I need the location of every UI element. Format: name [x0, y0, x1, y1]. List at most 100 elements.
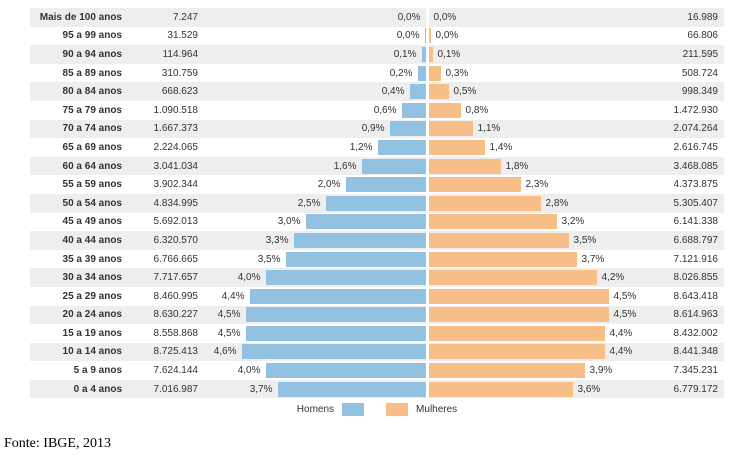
- women-percent-label: 3,9%: [589, 365, 613, 377]
- women-bar-cell: 4,2%: [428, 268, 649, 287]
- men-bar: [305, 214, 426, 230]
- age-group-label: 0 a 4 anos: [73, 383, 122, 395]
- center-axis-divider: [425, 342, 429, 362]
- men-count-value: 8.558.868: [153, 327, 199, 339]
- center-axis-divider: [425, 324, 429, 343]
- legend-label-mulheres: Mulheres: [416, 403, 458, 415]
- age-group-label: 75 a 79 anos: [62, 104, 122, 116]
- women-count-value: 8.026.855: [673, 272, 719, 284]
- men-percent-label: 0,9%: [361, 123, 385, 135]
- age-group-label: 60 a 64 anos: [62, 160, 122, 172]
- men-percent-label: 3,5%: [257, 253, 281, 265]
- pyramid-row: 80 a 84 anos 668.623 0,4% 0,5% 998.349: [30, 82, 724, 101]
- women-count-value: 7.121.916: [673, 253, 719, 265]
- age-group-label: 40 a 44 anos: [62, 234, 122, 246]
- men-count-value: 7.247: [172, 11, 198, 23]
- pyramid-row: 95 a 99 anos 31.529 0,0% 0,0% 66.806: [30, 26, 724, 46]
- men-count-value: 7.624.144: [153, 365, 199, 377]
- women-bar-cell: 3,5%: [428, 231, 649, 250]
- women-count-value: 5.305.407: [673, 197, 719, 209]
- center-axis-divider: [425, 212, 429, 232]
- center-axis-divider: [425, 286, 429, 306]
- chart-legend: Homens Mulheres: [30, 400, 724, 418]
- women-bar: [428, 139, 485, 155]
- women-bar: [428, 65, 441, 81]
- men-bar: [409, 84, 426, 100]
- women-percent-label: 4,4%: [609, 327, 633, 339]
- women-bar: [428, 121, 473, 137]
- women-count-value: 6.779.172: [673, 383, 719, 395]
- center-axis-divider: [425, 100, 429, 120]
- women-bar: [428, 195, 541, 211]
- pyramid-row: 5 a 9 anos 7.624.144 4,0% 3,9% 7.345.231: [30, 361, 724, 380]
- men-bar-cell: 0,9%: [206, 120, 426, 139]
- men-percent-label: 0,2%: [389, 67, 413, 79]
- age-group-label: 30 a 34 anos: [62, 272, 122, 284]
- men-count-value: 2.224.065: [153, 141, 199, 153]
- men-percent-label: 2,0%: [317, 179, 341, 191]
- men-bar-cell: 3,7%: [206, 380, 426, 399]
- pyramid-row: 65 a 69 anos 2.224.065 1,2% 1,4% 2.616.745: [30, 138, 724, 157]
- men-percent-label: 1,2%: [349, 141, 373, 153]
- women-count-value: 66.806: [687, 30, 718, 42]
- women-bar-cell: 0,1%: [428, 45, 649, 64]
- men-percent-label: 4,0%: [237, 365, 261, 377]
- women-count-value: 16.989: [687, 11, 718, 23]
- pyramid-row: 40 a 44 anos 6.320.570 3,3% 3,5% 6.688.797: [30, 231, 724, 250]
- men-bar: [241, 344, 426, 360]
- men-bar: [421, 46, 426, 62]
- age-group-label: Mais de 100 anos: [39, 11, 122, 23]
- women-count-value: 4.373.875: [673, 179, 719, 191]
- men-count-value: 1.090.518: [153, 104, 199, 116]
- legend-swatch-mulheres-icon: [386, 402, 409, 416]
- women-percent-label: 0,0%: [433, 11, 457, 23]
- men-count-value: 8.725.413: [153, 346, 199, 358]
- pyramid-row: Mais de 100 anos 7.247 0,0% 0,0% 16.989: [30, 8, 724, 27]
- women-count-value: 1.472.930: [673, 104, 719, 116]
- center-axis-divider: [425, 119, 429, 139]
- women-bar-cell: 4,4%: [428, 324, 649, 343]
- men-bar-cell: 0,0%: [206, 8, 426, 27]
- men-bar: [277, 381, 426, 397]
- pyramid-row: 15 a 19 anos 8.558.868 4,5% 4,4% 8.432.002: [30, 324, 724, 343]
- women-percent-label: 2,3%: [525, 179, 549, 191]
- center-axis-divider: [425, 63, 429, 83]
- men-count-value: 668.623: [161, 86, 198, 98]
- men-bar-cell: 4,0%: [206, 268, 426, 287]
- center-axis-divider: [425, 379, 429, 399]
- men-bar-cell: 0,2%: [206, 64, 426, 83]
- women-bar-cell: 0,8%: [428, 101, 649, 120]
- age-group-label: 55 a 59 anos: [62, 179, 122, 191]
- men-count-value: 5.692.013: [153, 216, 199, 228]
- women-bar: [428, 363, 585, 379]
- center-axis-divider: [425, 26, 429, 46]
- men-bar-cell: 3,0%: [206, 213, 426, 232]
- men-bar-cell: 3,5%: [206, 250, 426, 269]
- women-bar: [428, 270, 597, 286]
- men-percent-label: 0,4%: [381, 86, 405, 98]
- pyramid-row: 30 a 34 anos 7.717.657 4,0% 4,2% 8.026.855: [30, 268, 724, 287]
- women-count-value: 8.614.963: [673, 309, 719, 321]
- women-percent-label: 0,0%: [435, 30, 459, 42]
- women-bar: [428, 232, 569, 248]
- men-bar-cell: 2,5%: [206, 194, 426, 213]
- women-bar-cell: 1,1%: [428, 120, 649, 139]
- women-count-value: 2.074.264: [673, 123, 719, 135]
- women-bar: [428, 102, 461, 118]
- men-percent-label: 2,5%: [297, 197, 321, 209]
- age-group-label: 10 a 14 anos: [62, 346, 122, 358]
- men-count-value: 7.016.987: [153, 383, 199, 395]
- women-bar-cell: 3,2%: [428, 213, 649, 232]
- center-axis-divider: [425, 361, 429, 380]
- pyramid-row: 70 a 74 anos 1.667.373 0,9% 1,1% 2.074.264: [30, 119, 724, 139]
- men-bar-cell: 1,6%: [206, 157, 426, 176]
- men-count-value: 4.834.995: [153, 197, 199, 209]
- legend-swatch-homens-icon: [342, 402, 365, 416]
- women-percent-label: 1,1%: [477, 123, 501, 135]
- men-bar: [249, 288, 426, 304]
- women-count-value: 6.688.797: [673, 234, 719, 246]
- men-percent-label: 0,6%: [373, 104, 397, 116]
- men-count-value: 114.964: [162, 48, 198, 60]
- women-bar-cell: 3,7%: [428, 250, 649, 269]
- women-bar: [428, 214, 557, 230]
